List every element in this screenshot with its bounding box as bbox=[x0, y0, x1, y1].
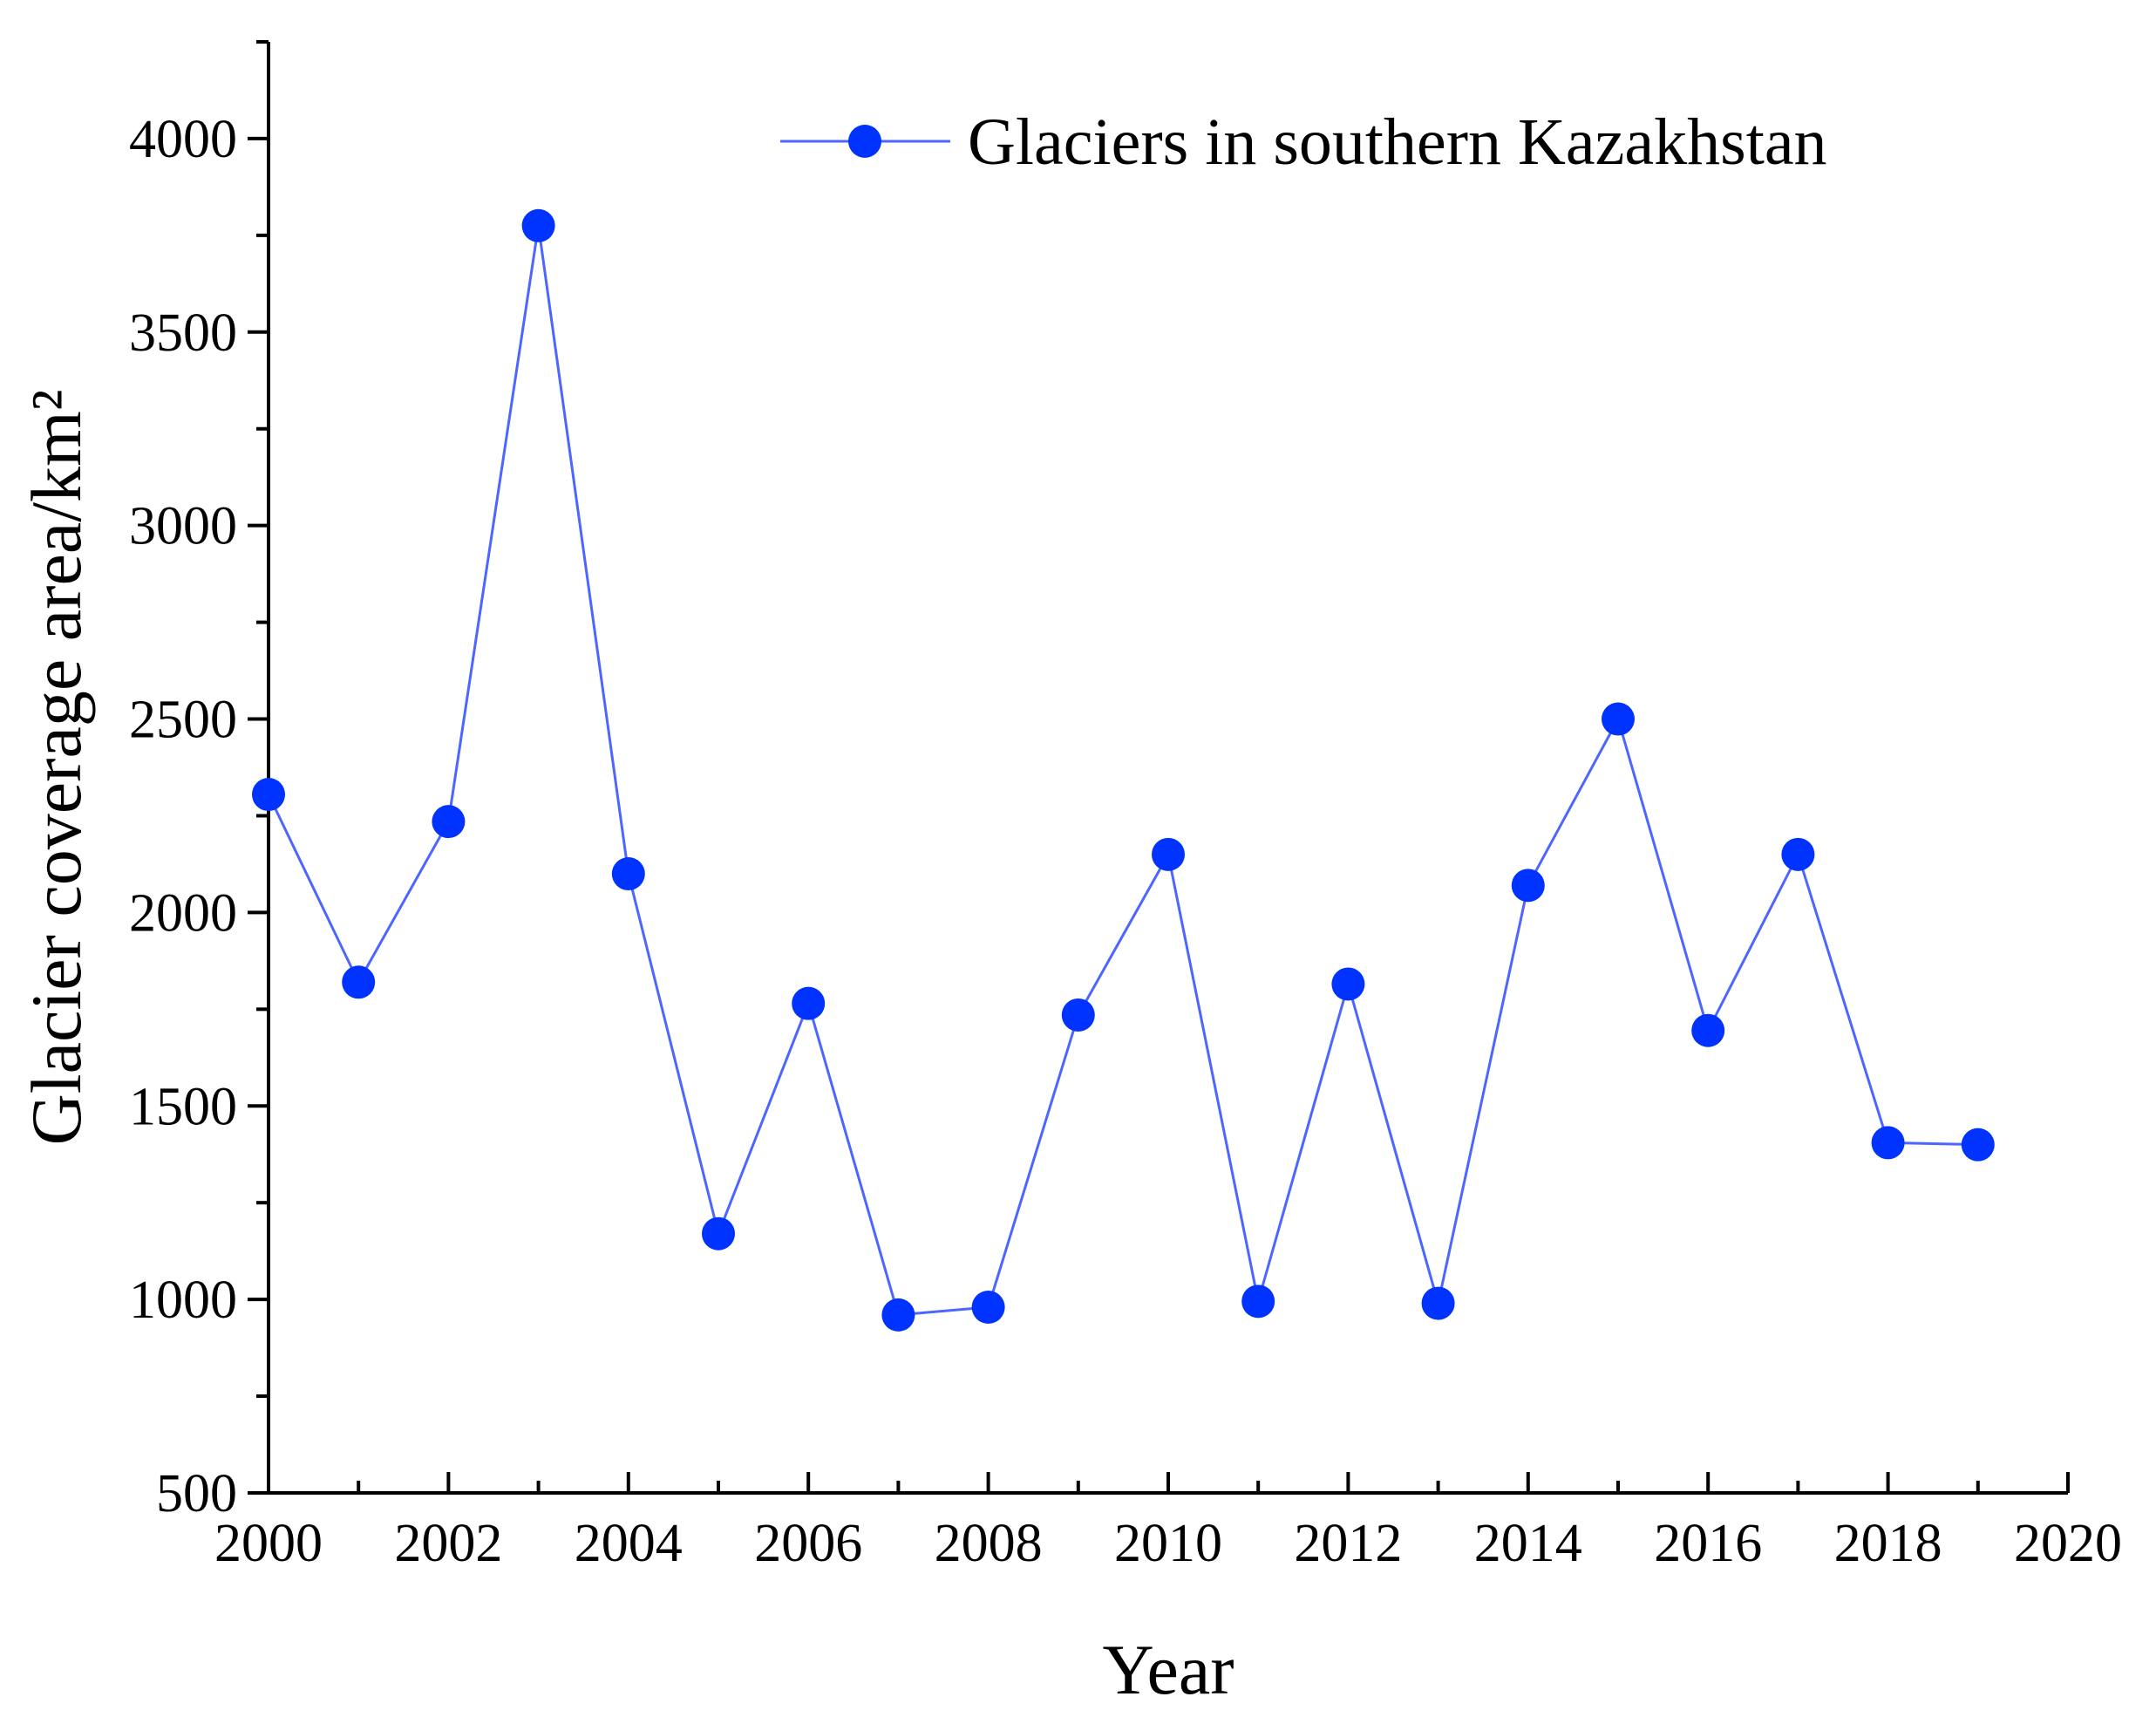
y-tick-label: 500 bbox=[156, 1464, 237, 1523]
data-point bbox=[1421, 1286, 1455, 1320]
series-line bbox=[267, 225, 1978, 1317]
y-tick-label: 3000 bbox=[129, 497, 237, 556]
data-point bbox=[1241, 1284, 1275, 1319]
x-tick-label: 2012 bbox=[1294, 1514, 1402, 1573]
axes bbox=[267, 42, 2068, 1495]
data-point bbox=[252, 778, 285, 812]
data-point bbox=[971, 1291, 1005, 1325]
x-tick-label: 2018 bbox=[1834, 1514, 1942, 1573]
y-tick-label: 4000 bbox=[129, 110, 237, 169]
x-tick-label: 2020 bbox=[2014, 1514, 2122, 1573]
data-point bbox=[342, 965, 376, 999]
data-point bbox=[611, 857, 645, 891]
legend-label: Glaciers in southern Kazakhstan bbox=[968, 106, 1827, 179]
x-tick-label: 2014 bbox=[1474, 1514, 1582, 1573]
x-tick-label: 2016 bbox=[1654, 1514, 1762, 1573]
y-axis-title: Glacier coverage area/km² bbox=[17, 390, 96, 1146]
ticks: 2000 2002 2004 2006 2008 2010 2012 2014 2016 2018… bbox=[129, 40, 2122, 1573]
legend-marker bbox=[848, 125, 881, 158]
y-tick-label: 3500 bbox=[129, 303, 237, 363]
x-tick-label: 2010 bbox=[1114, 1514, 1222, 1573]
data-point bbox=[432, 805, 466, 839]
data-point bbox=[1961, 1128, 1995, 1162]
data-point bbox=[1781, 837, 1815, 871]
x-axis-title: Year bbox=[1102, 1630, 1234, 1709]
legend: Glaciers in southern Kazakhstan bbox=[780, 106, 1827, 179]
data-point bbox=[792, 986, 826, 1020]
x-tick-label: 2004 bbox=[575, 1514, 683, 1573]
data-point bbox=[1602, 702, 1635, 736]
y-tick-label: 2500 bbox=[129, 691, 237, 750]
data-point bbox=[1691, 1013, 1725, 1047]
y-tick-label: 2000 bbox=[129, 883, 237, 943]
data-point bbox=[521, 208, 555, 242]
data-point bbox=[1152, 837, 1185, 871]
data-point bbox=[1061, 998, 1095, 1032]
x-tick-label: 2000 bbox=[214, 1514, 323, 1573]
data-point bbox=[881, 1298, 915, 1332]
data-point bbox=[1871, 1126, 1905, 1160]
y-tick-label: 1500 bbox=[129, 1077, 237, 1136]
x-tick-label: 2006 bbox=[754, 1514, 862, 1573]
data-point bbox=[702, 1216, 735, 1250]
x-tick-label: 2002 bbox=[394, 1514, 502, 1573]
series-layer bbox=[252, 208, 1995, 1332]
x-tick-label: 2008 bbox=[935, 1514, 1043, 1573]
data-point bbox=[1511, 869, 1545, 903]
y-tick-label: 1000 bbox=[129, 1271, 237, 1330]
data-point bbox=[1331, 967, 1365, 1001]
